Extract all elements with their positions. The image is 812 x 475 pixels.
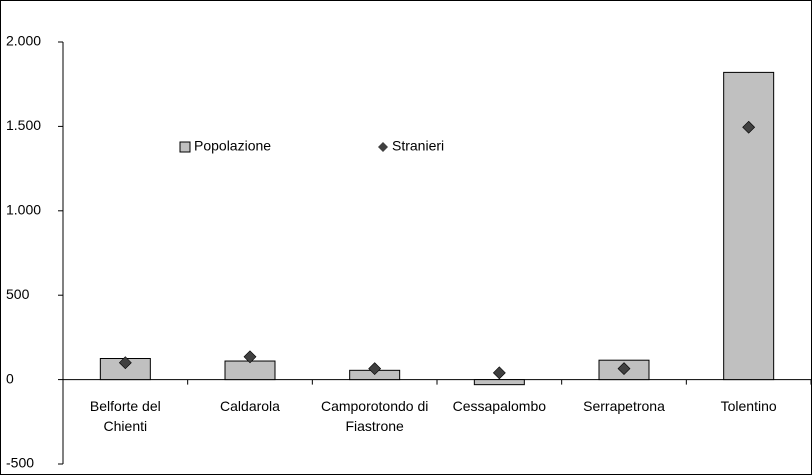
x-tick-label: Belforte del Chienti bbox=[89, 397, 161, 434]
marker bbox=[118, 356, 132, 370]
marker bbox=[368, 362, 382, 376]
x-tick-label: Camporotondo di Fiastrone bbox=[320, 397, 429, 434]
x-tick-label: Caldarola bbox=[220, 397, 280, 414]
y-tick-label: 1.000 bbox=[6, 202, 41, 218]
y-tick-label: 0 bbox=[6, 370, 14, 386]
legend-label: Popolazione bbox=[194, 138, 271, 154]
marker bbox=[243, 350, 257, 364]
x-tick-label: Serrapetrona bbox=[583, 397, 665, 414]
bar bbox=[723, 71, 775, 381]
y-tick-label: 2.000 bbox=[6, 33, 41, 49]
y-tick-label: 500 bbox=[6, 286, 30, 302]
marker bbox=[492, 366, 506, 380]
marker bbox=[742, 120, 756, 134]
y-tick-label: -500 bbox=[6, 455, 34, 471]
legend-swatch bbox=[378, 142, 388, 152]
x-tick-label: Tolentino bbox=[720, 397, 777, 414]
bar bbox=[224, 360, 276, 381]
y-tick-label: 1.500 bbox=[6, 117, 41, 133]
bar bbox=[473, 379, 525, 386]
legend-label: Stranieri bbox=[392, 138, 444, 154]
x-tick-label: Cessapalombo bbox=[452, 397, 547, 414]
marker bbox=[617, 362, 631, 376]
legend-swatch bbox=[179, 141, 191, 153]
